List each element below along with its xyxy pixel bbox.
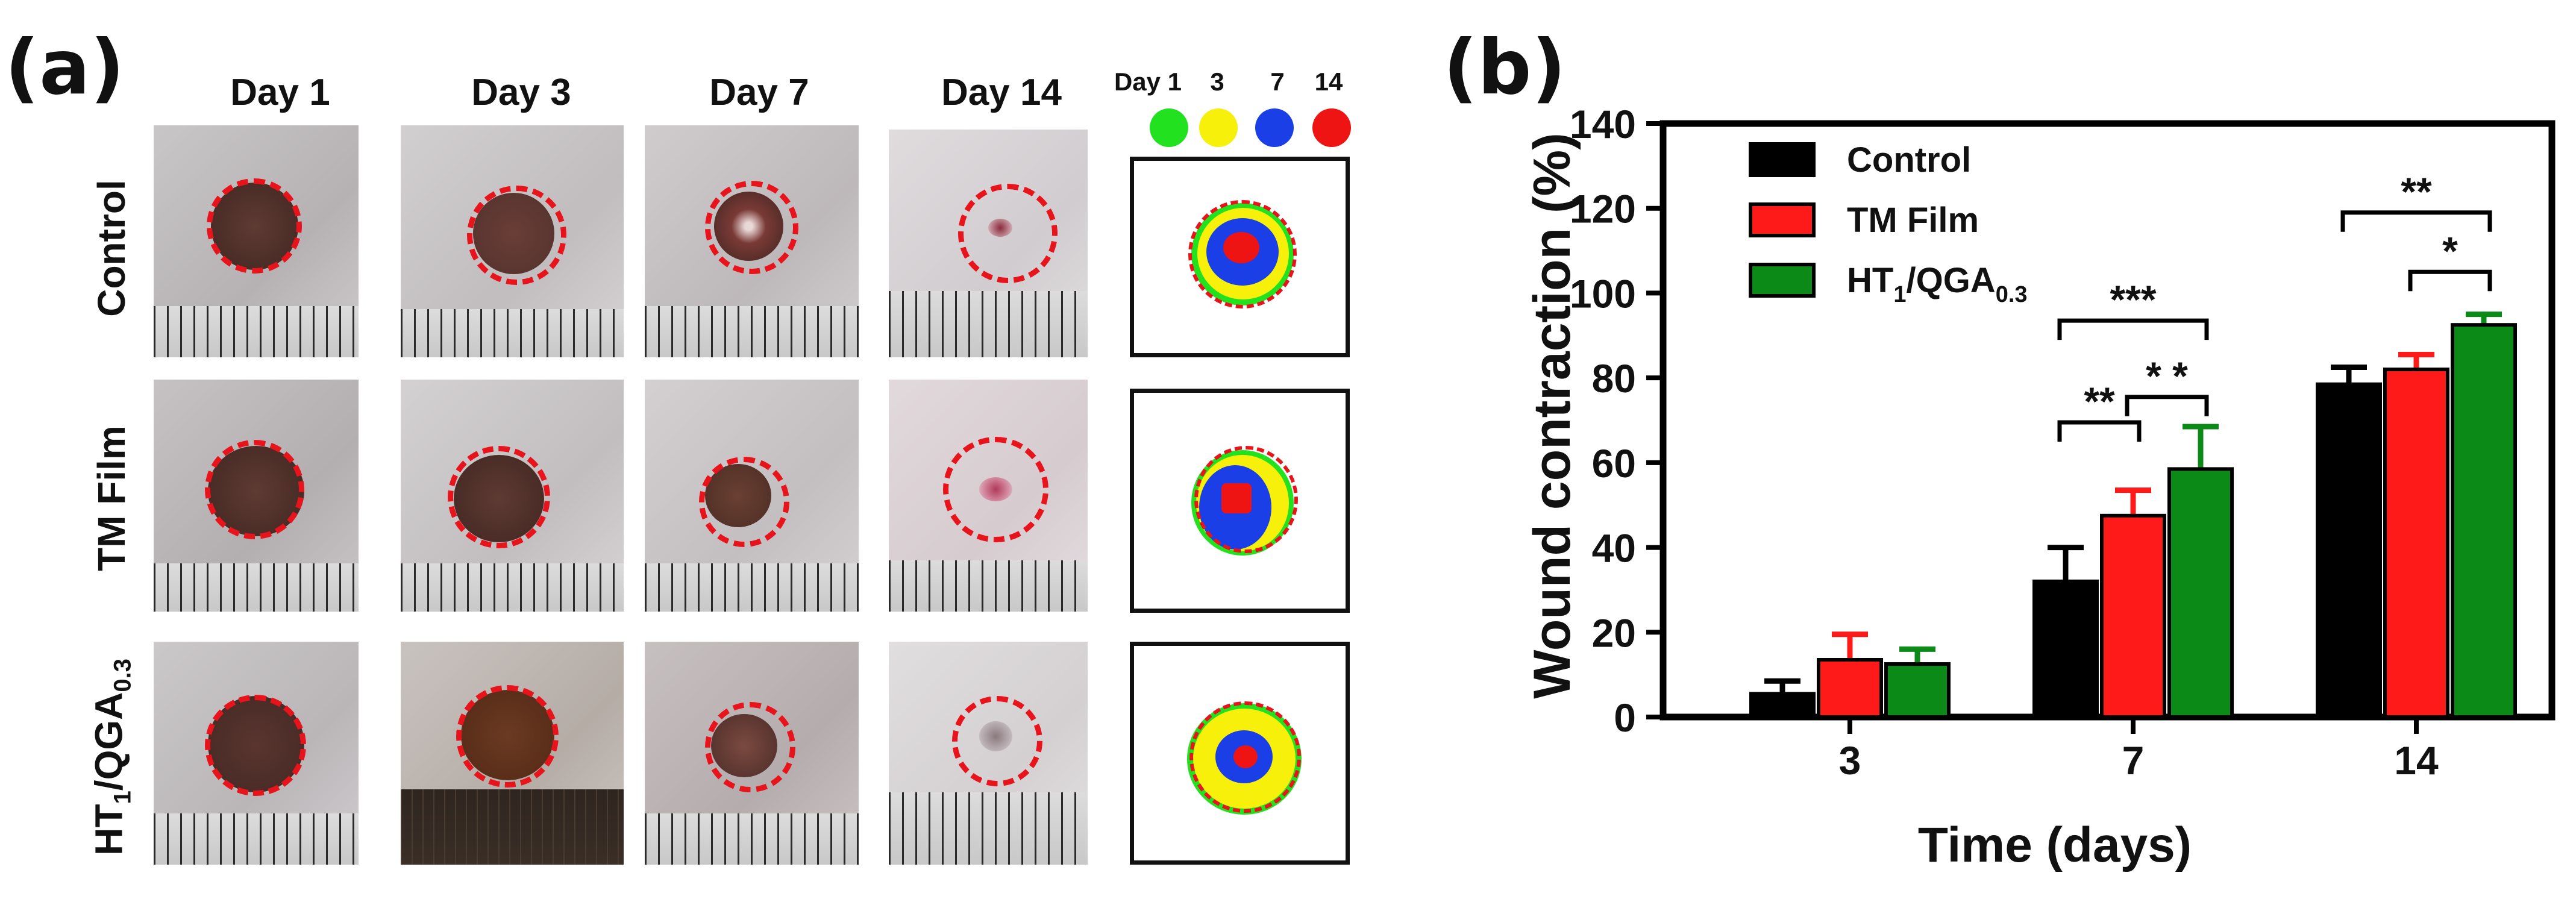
significance-label: ** xyxy=(2401,169,2432,214)
bar xyxy=(2451,323,2517,719)
y-axis-title: Wound contraction (%) xyxy=(1523,133,1581,699)
x-axis-title: Time (days) xyxy=(1918,818,2192,872)
x-tick-label: 14 xyxy=(2394,738,2439,783)
significance-bracket xyxy=(2408,269,2492,292)
photo-htqga-day1 xyxy=(154,642,359,865)
significance-bracket xyxy=(2057,420,2142,442)
bar xyxy=(1884,662,1951,719)
significance-label: * xyxy=(2442,228,2458,273)
photo-tmfilm-day14 xyxy=(889,380,1088,612)
legend-label: HT1/QGA0.3 xyxy=(1847,261,2028,307)
bar xyxy=(2316,382,2382,719)
trace-htqga xyxy=(1130,642,1350,865)
photo-tmfilm-day3 xyxy=(401,380,624,612)
bar xyxy=(2100,513,2166,719)
trace-tmfilm xyxy=(1130,389,1350,613)
y-tick-label: 0 xyxy=(1614,695,1636,740)
trace-legend-dot-7 xyxy=(1255,108,1294,147)
trace-legend-dot-day1 xyxy=(1150,108,1188,147)
significance-label: ** xyxy=(2084,379,2115,424)
panel-a: (a) Day 1 Day 3 Day 7 Day 14 Day 1 3 7 1… xyxy=(5,24,1351,865)
significance-bracket xyxy=(2125,395,2209,416)
photo-control-day1 xyxy=(154,125,359,357)
legend-swatch xyxy=(1749,142,1816,177)
photo-tmfilm-day7 xyxy=(645,380,859,612)
day-header-7: Day 7 xyxy=(709,72,809,113)
y-tick-label: 20 xyxy=(1592,610,1636,655)
x-tick-label: 3 xyxy=(1839,738,1861,783)
legend-label: TM Film xyxy=(1847,201,1979,240)
trace-legend-label-3: 3 xyxy=(1210,67,1224,96)
bar xyxy=(1817,658,1883,719)
photo-control-day3 xyxy=(401,125,624,357)
y-tick-label: 120 xyxy=(1570,187,1636,231)
panel-b-letter: (b) xyxy=(1443,24,1566,111)
legend-swatch xyxy=(1749,202,1816,237)
bar xyxy=(2032,579,2099,719)
photo-htqga-day7 xyxy=(645,642,859,865)
photo-htqga-day14 xyxy=(889,642,1088,865)
trace-legend-dot-14 xyxy=(1312,108,1351,147)
significance-bracket xyxy=(2057,318,2209,340)
y-tick-label: 100 xyxy=(1570,271,1636,316)
legend-label: Control xyxy=(1847,140,1971,180)
trace-legend-dot-3 xyxy=(1199,108,1238,147)
significance-label: *** xyxy=(2110,277,2156,322)
trace-legend-label-7: 7 xyxy=(1270,67,1285,96)
photo-control-day14 xyxy=(889,130,1088,357)
y-tick-label: 140 xyxy=(1570,102,1636,146)
trace-control xyxy=(1130,157,1350,357)
photo-control-day7 xyxy=(645,125,859,357)
day-header-1: Day 1 xyxy=(230,72,330,113)
y-tick-label: 80 xyxy=(1592,356,1636,401)
trace-legend-label-14: 14 xyxy=(1314,67,1343,96)
day-header-14: Day 14 xyxy=(941,72,1062,113)
day-header-3: Day 3 xyxy=(471,72,571,113)
bar xyxy=(2167,467,2234,719)
photo-htqga-day3 xyxy=(401,642,624,865)
y-tick-label: 60 xyxy=(1592,441,1636,486)
panel-a-letter: (a) xyxy=(5,24,125,111)
y-tick-label: 40 xyxy=(1592,526,1636,571)
significance-bracket xyxy=(2340,210,2492,232)
bar xyxy=(1749,692,1816,719)
bar xyxy=(2383,368,2449,719)
x-tick-label: 7 xyxy=(2122,738,2145,783)
photo-tmfilm-day1 xyxy=(154,380,359,612)
significance-label: * * xyxy=(2146,354,2188,398)
legend-swatch xyxy=(1749,263,1816,298)
trace-legend-label-day1: Day 1 xyxy=(1114,67,1182,96)
